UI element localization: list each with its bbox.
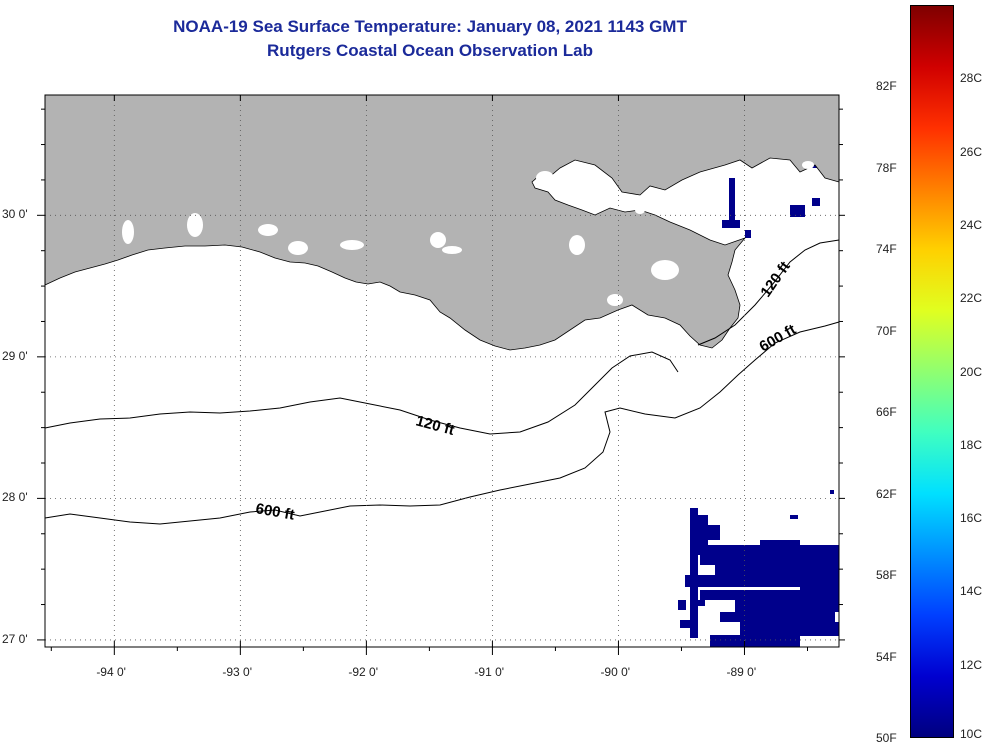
lon-tick-label: -89 0' <box>726 665 757 679</box>
contour-label: 600 ft <box>254 500 296 524</box>
colorbar-celsius-label: 16C <box>960 511 983 526</box>
colorbar-celsius-label: 18C <box>960 437 983 452</box>
cold-pixel-block <box>680 620 692 628</box>
cold-pixel-block <box>700 590 835 600</box>
colorbar-fahrenheit-label: 66F <box>876 405 897 420</box>
colorbar-celsius-label: 28C <box>960 71 983 86</box>
cold-pixel-block <box>830 490 834 494</box>
cold-pixel-block <box>729 178 735 223</box>
cold-pixel-block <box>812 198 820 206</box>
lon-tick-label: -90 0' <box>600 665 631 679</box>
colorbar-fahrenheit-label: 70F <box>876 323 897 338</box>
land-mass <box>44 94 840 351</box>
colorbar-celsius-label: 22C <box>960 291 983 306</box>
colorbar-fahrenheit-label: 82F <box>876 79 897 94</box>
cold-pixel-block <box>690 508 698 638</box>
cold-pixel-block <box>715 560 835 575</box>
cold-pixel-block <box>825 560 839 600</box>
cold-pixel-block <box>678 600 686 610</box>
temperature-colorbar <box>910 5 954 738</box>
colorbar-fahrenheit-label: 62F <box>876 486 897 501</box>
lon-tick-label: -94 0' <box>96 665 126 679</box>
lon-tick-label: -91 0' <box>474 665 505 679</box>
cold-pixel-block <box>698 515 708 555</box>
lon-tick-label: -92 0' <box>348 665 379 679</box>
cold-pixel-block <box>685 575 835 587</box>
cold-sst-pixels <box>678 160 839 647</box>
colorbar-celsius-label: 24C <box>960 217 983 232</box>
lat-tick-label: 30 0' <box>2 207 28 222</box>
map-title: NOAA-19 Sea Surface Temperature: January… <box>173 17 687 36</box>
colorbar-fahrenheit-label: 78F <box>876 160 897 175</box>
cold-pixel-block <box>745 230 751 238</box>
lat-tick-label: 29 0' <box>2 348 28 363</box>
cold-pixel-block <box>690 600 705 606</box>
cold-pixel-block <box>740 622 839 636</box>
colorbar-celsius-label: 26C <box>960 144 983 159</box>
cold-pixel-block <box>722 220 740 228</box>
cold-pixel-block <box>790 205 805 217</box>
map-border <box>44 94 840 648</box>
colorbar-fahrenheit-label: 50F <box>876 731 897 745</box>
cold-pixel-block <box>760 540 800 550</box>
colorbar-fahrenheit-label: 54F <box>876 649 897 664</box>
map-subtitle: Rutgers Coastal Ocean Observation Lab <box>267 41 593 60</box>
lon-tick-label: -93 0' <box>222 665 252 679</box>
cold-pixel-block <box>735 600 839 612</box>
isobath-120ft-east <box>697 239 840 346</box>
cold-pixel-block <box>790 515 798 519</box>
colorbar-celsius-label: 20C <box>960 364 983 379</box>
colorbar-fahrenheit-label: 74F <box>876 242 897 257</box>
lat-tick-label: 27 0' <box>2 631 28 646</box>
cold-pixel-block <box>710 635 800 647</box>
isobath-120ft-west <box>44 351 679 435</box>
colorbar-celsius-label: 10C <box>960 727 983 741</box>
colorbar-celsius-label: 12C <box>960 657 983 672</box>
colorbar-fahrenheit-label: 58F <box>876 568 897 583</box>
cold-pixel-block <box>705 525 720 540</box>
lat-tick-label: 28 0' <box>2 490 28 505</box>
inland-lakes <box>122 161 814 306</box>
isobath-600ft-west <box>44 321 840 525</box>
cold-pixel-block <box>720 612 835 622</box>
colorbar-celsius-label: 14C <box>960 584 983 599</box>
